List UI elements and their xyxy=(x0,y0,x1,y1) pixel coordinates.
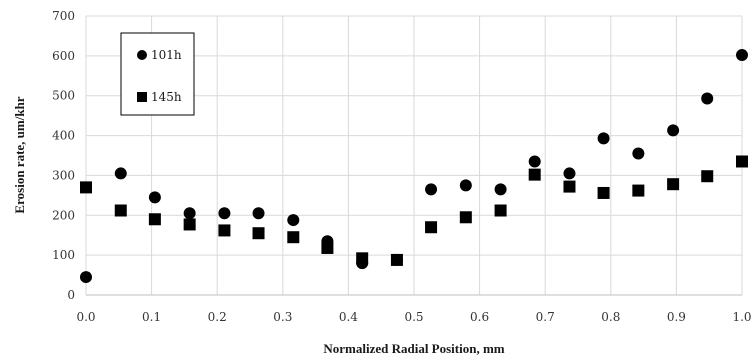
legend-label-101h: 101h xyxy=(151,48,182,62)
data-point-145h xyxy=(390,253,403,266)
data-point-145h xyxy=(356,252,369,265)
x-tick-label: 0.5 xyxy=(404,310,423,324)
y-tick-label: 700 xyxy=(52,9,75,23)
data-point-101h xyxy=(563,167,576,180)
y-axis-title: Erosion rate, um/khr xyxy=(12,96,27,213)
legend-entries: 101h 145h xyxy=(137,48,182,104)
data-point-101h xyxy=(597,132,610,145)
grid-lines xyxy=(85,15,743,296)
legend-label-145h: 145h xyxy=(151,90,182,104)
legend-marker-145h xyxy=(137,92,147,102)
series-145h xyxy=(80,155,748,266)
data-point-145h xyxy=(425,221,438,234)
data-point-101h xyxy=(459,179,472,192)
data-point-101h xyxy=(148,191,161,204)
data-point-145h xyxy=(148,213,161,226)
y-tick-label: 400 xyxy=(52,129,75,143)
data-point-101h xyxy=(183,207,196,220)
data-point-145h xyxy=(632,184,645,197)
x-tick-label: 0.1 xyxy=(142,310,161,324)
data-point-101h xyxy=(287,214,300,227)
data-point-101h xyxy=(528,155,541,168)
y-tick-label: 0 xyxy=(67,288,75,302)
data-point-145h xyxy=(321,241,334,254)
x-tick-label: 0.6 xyxy=(470,310,489,324)
data-point-145h xyxy=(736,155,748,168)
x-tick-label: 0.2 xyxy=(208,310,227,324)
x-tick-labels: 0.0 0.1 0.2 0.3 0.4 0.5 0.6 0.7 0.8 0.9 1.0 xyxy=(76,310,751,324)
data-point-145h xyxy=(563,180,576,193)
data-point-145h xyxy=(252,227,265,240)
data-point-145h xyxy=(494,204,507,217)
data-point-145h xyxy=(528,168,541,181)
x-tick-label: 0.4 xyxy=(339,310,358,324)
data-point-101h xyxy=(494,183,507,196)
x-axis-title: Normalized Radial Position, mm xyxy=(323,341,504,356)
y-tick-labels: 0 100 200 300 400 500 600 700 xyxy=(52,9,75,302)
series-101h xyxy=(80,49,748,284)
x-tick-label: 0.9 xyxy=(667,310,686,324)
x-tick-label: 0.0 xyxy=(76,310,95,324)
data-point-145h xyxy=(183,218,196,231)
data-point-145h xyxy=(287,231,300,244)
x-tick-label: 0.7 xyxy=(536,310,555,324)
y-tick-label: 100 xyxy=(52,248,75,262)
x-tick-label: 0.3 xyxy=(273,310,292,324)
y-tick-label: 600 xyxy=(52,49,75,63)
legend-box xyxy=(120,32,195,116)
data-point-145h xyxy=(459,211,472,224)
data-point-101h xyxy=(701,92,714,105)
data-point-101h xyxy=(218,207,231,220)
data-point-101h xyxy=(736,49,748,62)
data-point-101h xyxy=(252,207,265,220)
x-tick-label: 0.8 xyxy=(601,310,620,324)
y-tick-label: 300 xyxy=(52,168,75,182)
y-tick-label: 200 xyxy=(52,208,75,222)
legend: 101h 145h xyxy=(120,32,195,116)
data-point-101h xyxy=(80,271,92,284)
data-series xyxy=(80,49,748,284)
y-tick-label: 500 xyxy=(52,89,75,103)
data-point-145h xyxy=(218,224,231,237)
data-point-145h xyxy=(80,181,92,194)
data-point-101h xyxy=(667,124,680,137)
legend-marker-101h xyxy=(137,50,147,60)
data-point-145h xyxy=(114,204,127,217)
data-point-145h xyxy=(701,170,714,183)
data-point-101h xyxy=(632,147,645,160)
data-point-101h xyxy=(114,167,127,180)
data-point-145h xyxy=(667,178,680,191)
data-point-145h xyxy=(597,186,610,199)
x-tick-label: 1.0 xyxy=(732,310,751,324)
data-point-101h xyxy=(425,183,438,196)
